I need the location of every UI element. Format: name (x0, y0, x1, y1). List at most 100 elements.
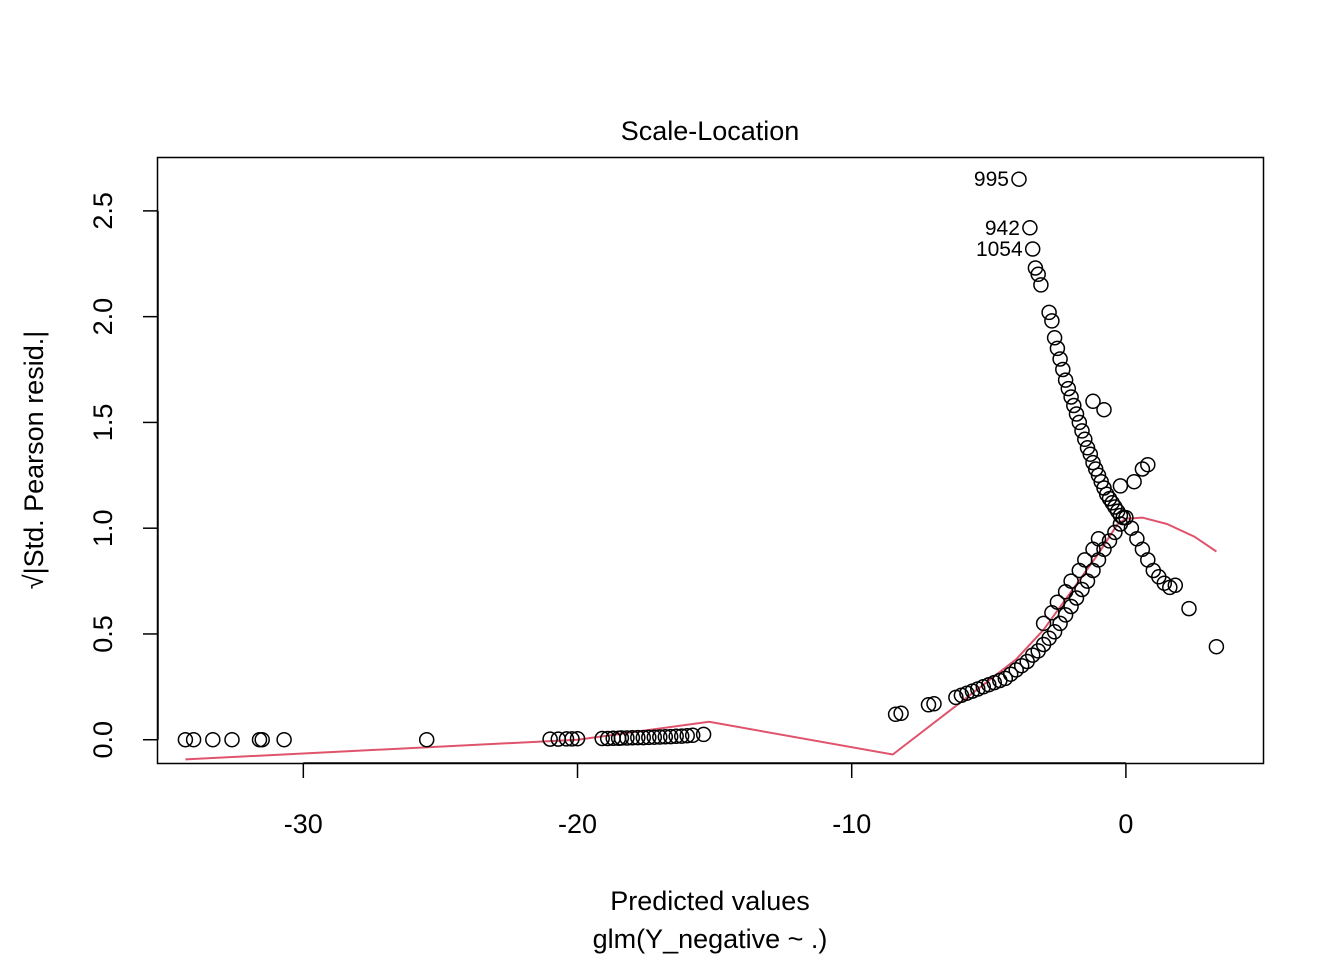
data-point (1156, 575, 1173, 591)
data-point (887, 706, 904, 723)
x-tick-label: -20 (558, 809, 597, 839)
smooth-line (185, 516, 1217, 761)
data-point (1046, 624, 1063, 640)
y-tick-label: 1.0 (88, 509, 118, 547)
data-point (1055, 361, 1071, 378)
data-point (1008, 662, 1024, 678)
data-point (1024, 241, 1041, 257)
data-point (177, 731, 194, 748)
x-tick-label: 0 (1118, 809, 1133, 839)
data-point (1074, 581, 1090, 598)
y-tick-label: 1.5 (88, 404, 118, 442)
data-point (1063, 598, 1079, 615)
data-point (1071, 414, 1088, 431)
data-point (893, 705, 909, 722)
data-point (1063, 389, 1079, 405)
data-point (1011, 171, 1027, 187)
data-point (1134, 461, 1151, 477)
y-tick-label: 0.0 (88, 721, 118, 759)
smooth-line-layer (185, 516, 1217, 761)
data-point (1085, 393, 1101, 410)
data-point (1208, 638, 1225, 655)
points-layer (177, 171, 1225, 748)
data-point (569, 730, 586, 747)
data-point (1077, 431, 1093, 448)
data-point (613, 730, 630, 746)
data-point (1115, 509, 1131, 526)
data-point (1071, 562, 1088, 579)
data-point (1101, 533, 1118, 549)
data-point (1013, 657, 1030, 674)
data-point (1167, 577, 1184, 594)
data-point (1082, 446, 1099, 462)
data-point (624, 730, 641, 746)
data-point (1112, 478, 1129, 494)
y-tick-label: 0.5 (88, 615, 118, 653)
data-point (1024, 647, 1041, 663)
data-point (594, 730, 610, 747)
x-axis-label: Predicted values (610, 886, 810, 916)
data-point (1140, 456, 1156, 473)
data-point (185, 731, 202, 748)
data-point (1107, 524, 1123, 541)
data-point (1085, 541, 1101, 558)
data-point (1052, 351, 1068, 367)
data-point (542, 731, 558, 747)
data-point (646, 729, 663, 745)
data-point (1107, 499, 1123, 515)
plot-frame (156, 156, 1265, 765)
data-point (635, 729, 652, 746)
point-label: 1054 (976, 238, 1023, 261)
data-point (224, 731, 240, 748)
data-point (1030, 266, 1046, 283)
data-point (997, 670, 1014, 687)
data-point (276, 731, 292, 748)
chart-title: Scale-Location (621, 116, 800, 146)
y-tick-label: 2.5 (88, 192, 118, 230)
data-point (1049, 340, 1066, 357)
data-point (662, 728, 679, 745)
data-point (1074, 423, 1090, 439)
data-point (1101, 490, 1118, 507)
data-point (619, 730, 635, 746)
data-point (1134, 541, 1151, 558)
data-point (673, 728, 690, 744)
data-point (418, 731, 435, 748)
data-point (1129, 531, 1145, 547)
data-point (1022, 220, 1038, 236)
data-point (205, 731, 221, 748)
data-point (641, 729, 657, 746)
data-point (254, 731, 270, 748)
data-point (1046, 330, 1063, 346)
data-point (1140, 552, 1156, 568)
data-point (1033, 277, 1049, 293)
data-point (1044, 313, 1060, 329)
data-point (679, 727, 695, 744)
data-point (1049, 594, 1066, 610)
y-axis: 0.0 0.5 1.0 1.5 2.0 2.5 (88, 192, 159, 759)
data-point (652, 729, 668, 745)
data-point (1068, 406, 1085, 422)
data-point (684, 727, 701, 744)
data-point (695, 726, 712, 743)
point-label: 995 (974, 168, 1009, 191)
data-point (1090, 531, 1107, 547)
data-point (1035, 615, 1052, 632)
data-point (657, 729, 674, 745)
data-point (630, 729, 646, 746)
data-point (1096, 401, 1112, 418)
data-point (1077, 552, 1093, 568)
y-axis-label: √|Std. Pearson resid.| (19, 331, 49, 589)
x-axis-sublabel: glm(Y_negative ~ .) (593, 924, 828, 954)
data-point (1041, 304, 1057, 321)
data-point (1181, 600, 1197, 617)
data-point (550, 731, 567, 747)
x-tick-label: -30 (284, 809, 323, 839)
data-point (920, 697, 937, 713)
data-point (1104, 495, 1120, 511)
data-point (1060, 380, 1077, 397)
data-point (1052, 615, 1068, 632)
x-axis: -30 -20 -10 0 (284, 762, 1133, 839)
